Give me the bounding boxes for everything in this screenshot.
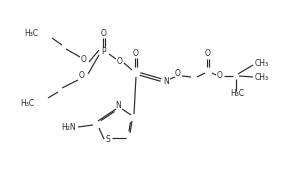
Text: O: O [117, 56, 123, 66]
Text: O: O [205, 49, 211, 59]
Text: N: N [163, 77, 169, 87]
Text: O: O [79, 72, 85, 80]
Text: N: N [115, 101, 121, 111]
Text: S: S [106, 135, 110, 145]
Text: H₃C: H₃C [24, 28, 38, 38]
Text: CH₃: CH₃ [255, 72, 269, 82]
Text: O: O [217, 72, 223, 80]
Text: CH₃: CH₃ [255, 59, 269, 67]
Text: H₂N: H₂N [61, 124, 76, 132]
Text: H₃C: H₃C [230, 90, 244, 98]
Text: O: O [81, 56, 87, 64]
Text: O: O [101, 28, 107, 38]
Text: O: O [175, 69, 181, 78]
Text: O: O [133, 48, 139, 57]
Text: P: P [102, 48, 106, 56]
Text: H₃C: H₃C [20, 98, 34, 108]
